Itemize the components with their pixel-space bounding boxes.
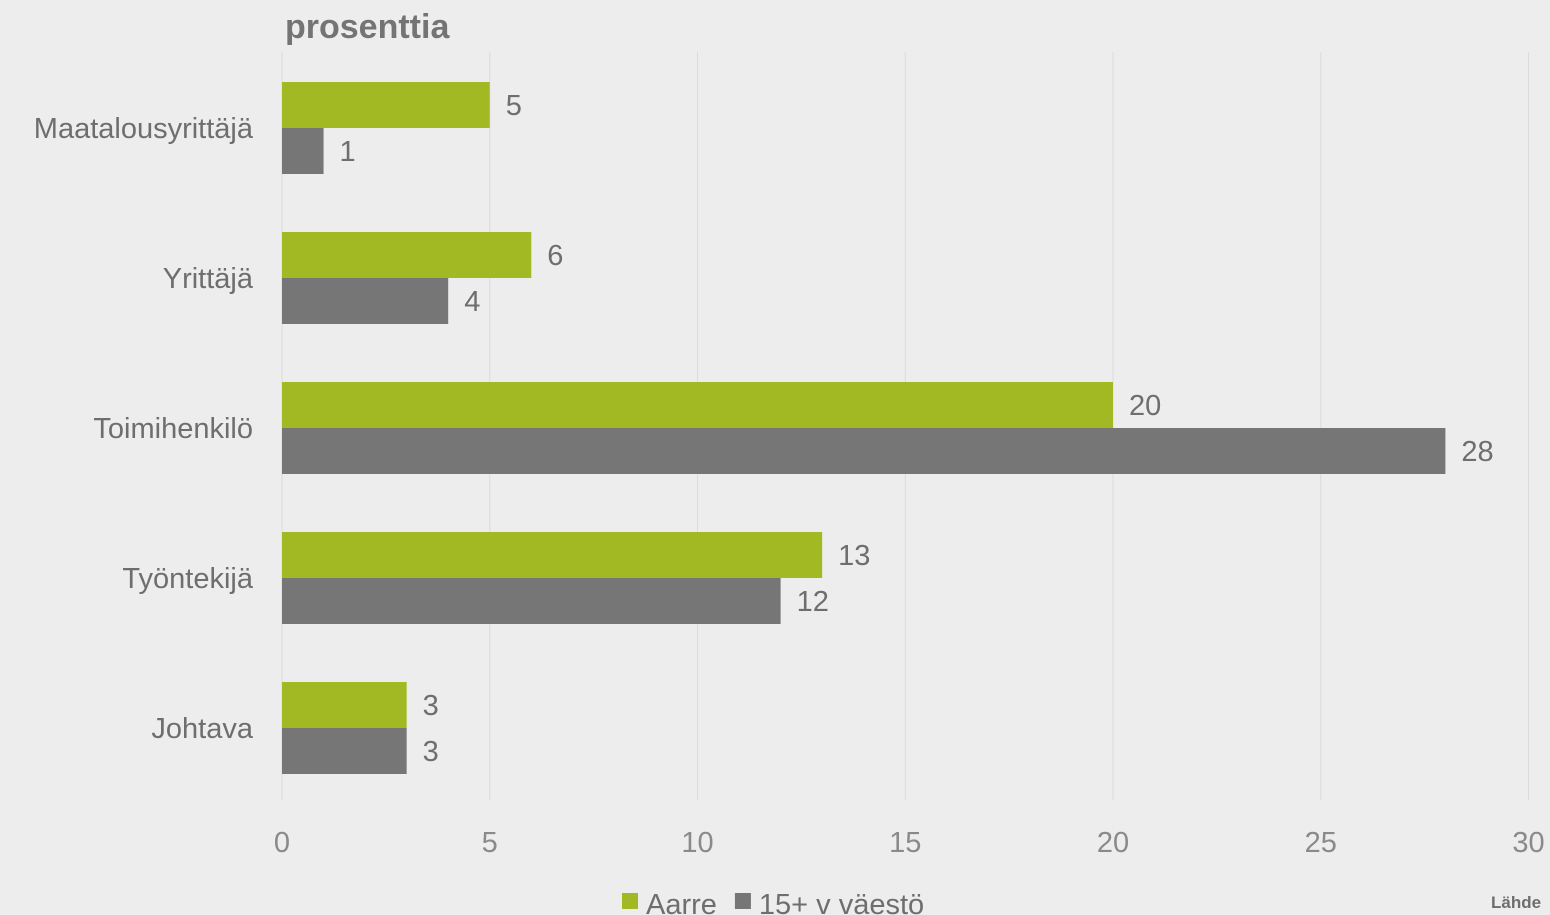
data-label: 6 <box>547 240 563 272</box>
bars-layer: 5 1 6 4 20 28 13 12 3 3 <box>282 82 1494 774</box>
category-label: Johtava <box>151 713 253 745</box>
category-label: Työntekijä <box>122 563 253 595</box>
data-label: 20 <box>1129 390 1161 422</box>
legend-swatch <box>622 893 638 909</box>
data-label: 1 <box>340 136 356 168</box>
data-label: 12 <box>797 586 829 618</box>
bar-vaesto <box>282 128 324 174</box>
x-tick-label: 25 <box>1305 827 1337 859</box>
bar-vaesto <box>282 278 449 324</box>
bar-vaesto <box>282 728 407 774</box>
x-tick-label: 20 <box>1097 827 1129 859</box>
data-label: 13 <box>838 540 870 572</box>
category-labels: Maatalousyrittäjä Yrittäjä Toimihenkilö Työ… <box>34 113 254 745</box>
legend-swatch <box>734 893 751 909</box>
category-label: Maatalousyrittäjä <box>34 113 254 145</box>
x-tick-label: 10 <box>681 827 713 859</box>
data-label: 3 <box>423 690 439 722</box>
source-label: Lähde <box>1491 893 1541 912</box>
bar-vaesto <box>282 428 1446 474</box>
x-tick-label: 5 <box>482 827 498 859</box>
data-label: 28 <box>1461 436 1493 468</box>
legend: Aarre 15+ v väestö <box>622 889 924 915</box>
category-label: Toimihenkilö <box>93 413 253 445</box>
data-label: 5 <box>506 90 522 122</box>
data-label: 3 <box>423 736 439 768</box>
x-tick-label: 30 <box>1512 827 1544 859</box>
bar-aarre <box>282 382 1113 428</box>
data-label: 4 <box>464 286 480 318</box>
bar-aarre <box>282 682 407 728</box>
category-label: Yrittäjä <box>163 263 254 295</box>
x-tick-label: 0 <box>274 827 290 859</box>
bar-aarre <box>282 82 490 128</box>
legend-label: Aarre <box>646 889 717 915</box>
bar-vaesto <box>282 578 781 624</box>
x-tick-label: 15 <box>889 827 921 859</box>
bar-aarre <box>282 532 823 578</box>
legend-label: 15+ v väestö <box>759 889 924 915</box>
x-axis-ticks: 0 5 10 15 20 25 30 <box>274 827 1545 859</box>
unit-label: prosenttia <box>285 8 450 46</box>
bar-aarre <box>282 232 532 278</box>
